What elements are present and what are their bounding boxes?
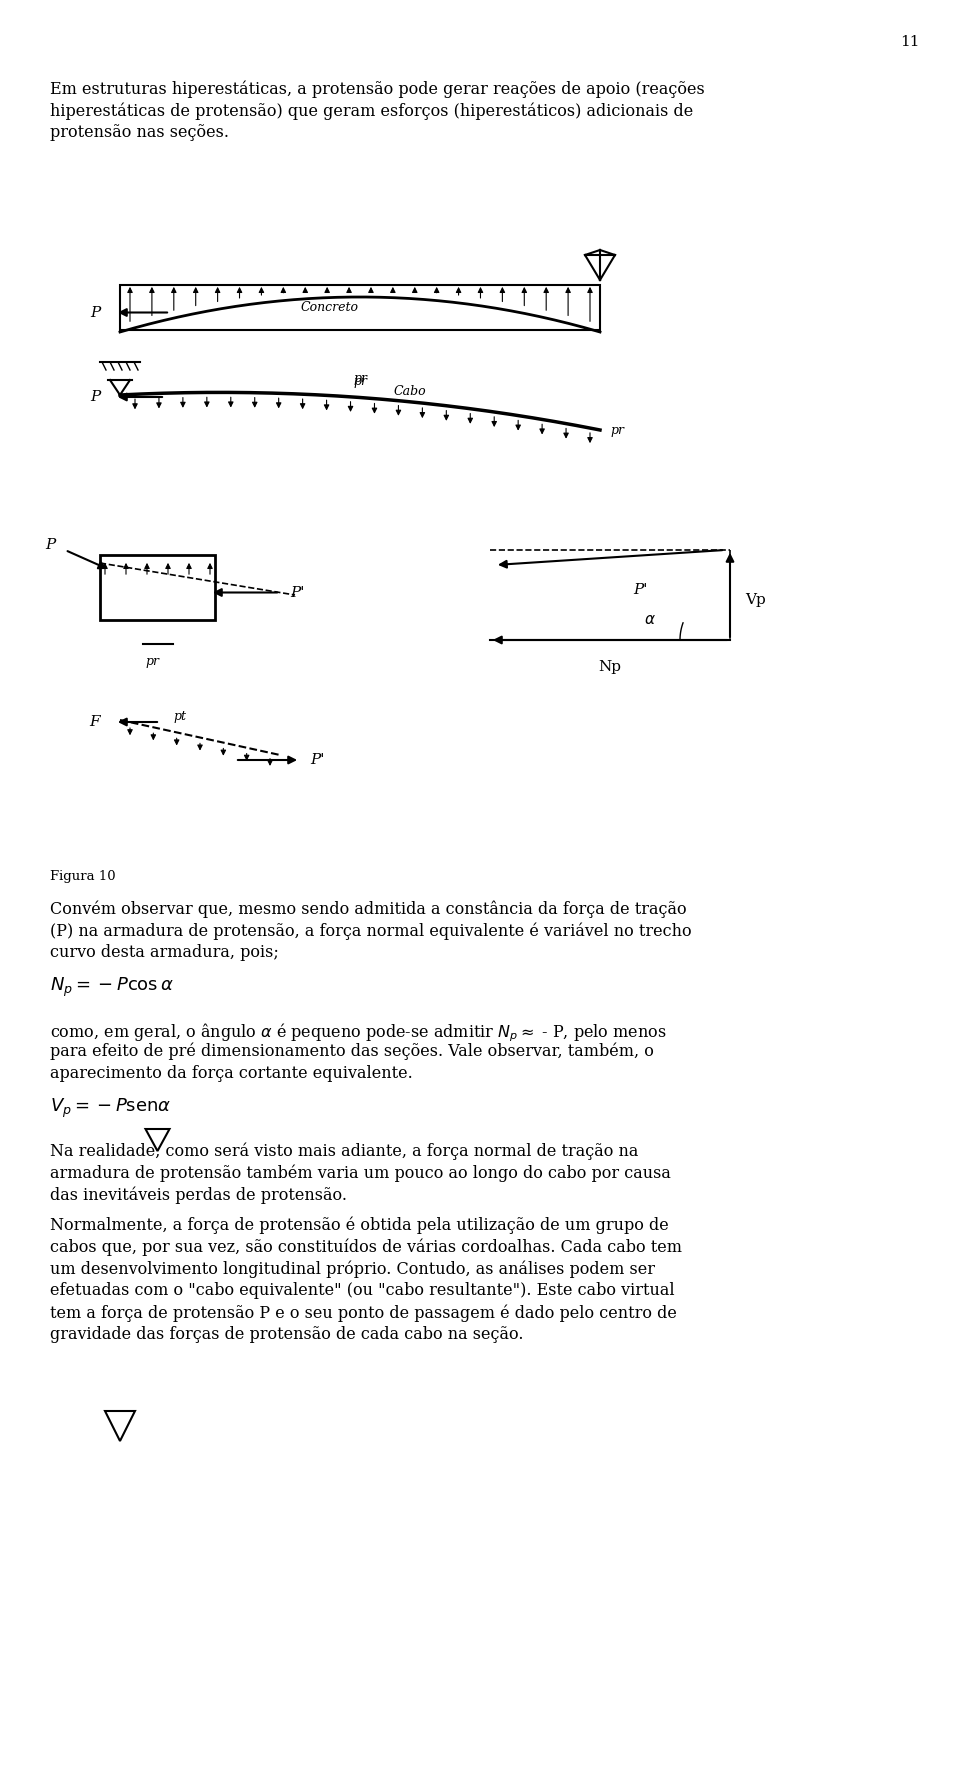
Text: pr: pr (353, 372, 367, 384)
Text: tem a força de protensão P e o seu ponto de passagem é dado pelo centro de: tem a força de protensão P e o seu ponto… (50, 1303, 677, 1321)
Text: P': P' (633, 583, 647, 597)
Text: P: P (45, 538, 55, 553)
Text: 11: 11 (900, 35, 920, 50)
Text: efetuadas com o "cabo equivalente" (ou "cabo resultante"). Este cabo virtual: efetuadas com o "cabo equivalente" (ou "… (50, 1282, 675, 1298)
Text: aparecimento da força cortante equivalente.: aparecimento da força cortante equivalen… (50, 1064, 413, 1082)
Text: Concreto: Concreto (301, 301, 359, 313)
Text: hiperestáticas de protensão) que geram esforços (hiperestáticos) adicionais de: hiperestáticas de protensão) que geram e… (50, 103, 693, 119)
Text: como, em geral, o ângulo $\alpha$ é pequeno pode-se admitir $N_p \approx$ - P, p: como, em geral, o ângulo $\alpha$ é pequ… (50, 1022, 666, 1043)
Text: Cabo: Cabo (394, 384, 426, 398)
Text: armadura de protensão também varia um pouco ao longo do cabo por causa: armadura de protensão também varia um po… (50, 1164, 671, 1181)
Text: um desenvolvimento longitudinal próprio. Contudo, as análises podem ser: um desenvolvimento longitudinal próprio.… (50, 1259, 655, 1277)
Text: $V_p = -P\mathrm{sen}\alpha$: $V_p = -P\mathrm{sen}\alpha$ (50, 1096, 171, 1121)
Text: P': P' (290, 586, 304, 600)
Text: P: P (89, 306, 100, 319)
Text: gravidade das forças de protensão de cada cabo na seção.: gravidade das forças de protensão de cad… (50, 1326, 523, 1342)
Polygon shape (146, 1128, 170, 1151)
Text: Vp: Vp (745, 593, 766, 607)
Text: das inevitáveis perdas de protensão.: das inevitáveis perdas de protensão. (50, 1187, 347, 1204)
Text: protensão nas seções.: protensão nas seções. (50, 124, 229, 142)
Text: pr: pr (353, 375, 367, 388)
Text: pt: pt (174, 710, 186, 723)
Text: P': P' (310, 753, 324, 767)
Text: Normalmente, a força de protensão é obtida pela utilização de um grupo de: Normalmente, a força de protensão é obti… (50, 1217, 669, 1233)
Text: P: P (89, 390, 100, 404)
Text: Na realidade, como será visto mais adiante, a força normal de tração na: Na realidade, como será visto mais adian… (50, 1142, 638, 1160)
Text: Figura 10: Figura 10 (50, 870, 115, 884)
Text: pr: pr (146, 655, 159, 668)
Polygon shape (105, 1411, 135, 1442)
Text: Convém observar que, mesmo sendo admitida a constância da força de tração: Convém observar que, mesmo sendo admitid… (50, 900, 686, 917)
Text: F: F (89, 715, 100, 730)
Text: Np: Np (598, 661, 621, 675)
Text: $N_p = -P\cos\alpha$: $N_p = -P\cos\alpha$ (50, 976, 174, 999)
Text: cabos que, por sua vez, são constituídos de várias cordoalhas. Cada cabo tem: cabos que, por sua vez, são constituídos… (50, 1238, 682, 1256)
Text: pr: pr (610, 423, 624, 436)
Text: curvo desta armadura, pois;: curvo desta armadura, pois; (50, 944, 278, 962)
Bar (120, 285, 600, 329)
Bar (100, 554, 215, 620)
Text: para efeito de pré dimensionamento das seções. Vale observar, também, o: para efeito de pré dimensionamento das s… (50, 1043, 654, 1061)
Text: Em estruturas hiperestáticas, a protensão pode gerar reações de apoio (reações: Em estruturas hiperestáticas, a protensã… (50, 80, 705, 97)
Text: (P) na armadura de protensão, a força normal equivalente é variável no trecho: (P) na armadura de protensão, a força no… (50, 923, 691, 939)
Text: $\alpha$: $\alpha$ (644, 613, 656, 627)
